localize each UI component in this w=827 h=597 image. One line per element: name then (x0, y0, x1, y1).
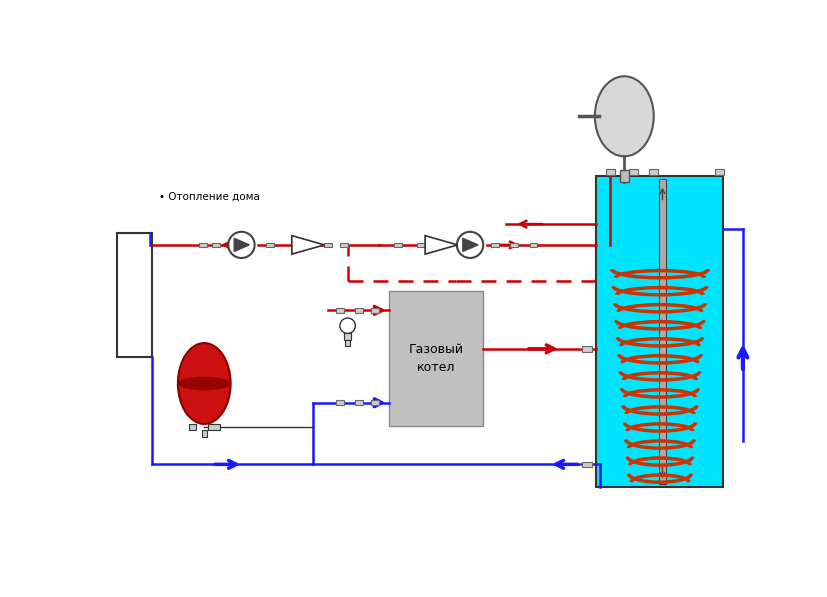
Bar (117, 233, 151, 356)
Bar (370, 401, 378, 405)
Bar (417, 242, 424, 247)
Bar (343, 334, 351, 340)
Bar (648, 169, 657, 174)
Bar (324, 242, 332, 247)
Circle shape (228, 232, 255, 258)
Bar (336, 308, 343, 313)
Bar (581, 346, 591, 352)
Bar (605, 169, 614, 174)
Bar (202, 430, 206, 438)
Text: • Отопление дома: • Отопление дома (159, 192, 260, 201)
Ellipse shape (178, 377, 231, 390)
Bar (595, 176, 723, 487)
Circle shape (339, 318, 355, 334)
Bar (490, 242, 498, 247)
Circle shape (457, 232, 483, 258)
Bar (509, 242, 518, 247)
Bar (529, 242, 537, 247)
Ellipse shape (178, 343, 231, 424)
Bar (456, 242, 463, 247)
Bar (189, 423, 196, 430)
Polygon shape (462, 238, 477, 251)
Bar (714, 169, 724, 174)
Bar (658, 180, 665, 484)
Bar (208, 423, 219, 430)
Bar (581, 461, 591, 467)
Polygon shape (424, 236, 457, 254)
Polygon shape (291, 236, 324, 254)
Bar (355, 401, 363, 405)
Bar (355, 308, 363, 313)
Bar (619, 170, 629, 181)
Polygon shape (234, 238, 249, 251)
Bar (266, 242, 274, 247)
Bar (198, 242, 206, 247)
Bar (336, 401, 343, 405)
Bar (370, 308, 378, 313)
Bar (345, 340, 350, 346)
Bar (605, 169, 614, 174)
Text: Газовый
котел: Газовый котел (408, 343, 463, 374)
Bar (394, 242, 401, 247)
Bar (388, 291, 483, 426)
Bar (293, 242, 301, 247)
Ellipse shape (594, 76, 653, 156)
Bar (339, 242, 347, 247)
Bar (629, 169, 638, 174)
Bar (212, 242, 219, 247)
